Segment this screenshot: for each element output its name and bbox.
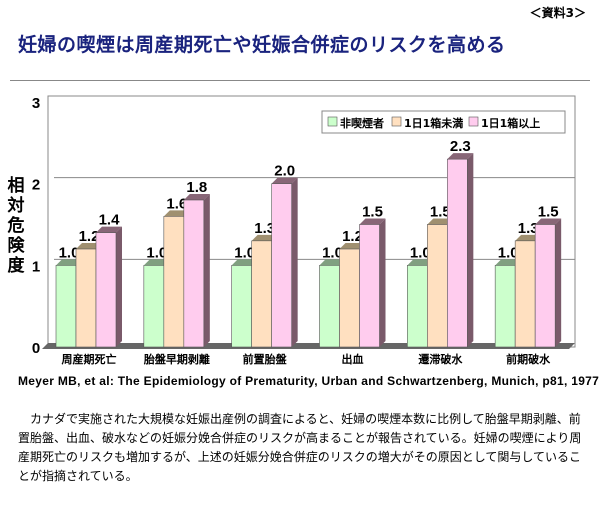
bar-side <box>203 194 210 347</box>
bar-top <box>447 153 474 160</box>
bar-top <box>163 210 190 217</box>
bar-side <box>379 218 386 347</box>
bar-side <box>467 153 474 347</box>
bar-top <box>319 259 346 266</box>
legend-swatch <box>391 116 402 127</box>
x-tick-label: 出血 <box>342 352 364 366</box>
bar <box>55 265 77 348</box>
data-label: 1.4 <box>99 212 121 229</box>
data-label: 1.3 <box>518 220 539 237</box>
plot-area <box>47 95 576 348</box>
bar-top <box>96 226 122 233</box>
data-label: 1.0 <box>498 244 519 261</box>
reference-label: ＜資料3＞ <box>529 6 586 20</box>
bar <box>339 248 360 348</box>
data-label: 1.2 <box>79 228 100 245</box>
bar <box>494 265 516 348</box>
bar-top <box>56 259 82 266</box>
bar-top <box>535 218 562 225</box>
bar <box>514 240 536 348</box>
bar-top <box>143 259 170 266</box>
y-tick-label: 2 <box>32 177 40 194</box>
bar-side <box>555 218 562 347</box>
legend-swatch <box>327 116 338 127</box>
bar <box>231 265 252 348</box>
bar <box>183 199 205 348</box>
bar <box>143 265 165 348</box>
data-label: 1.3 <box>254 220 275 237</box>
source-citation: Meyer MB, et al: The Epidemiology of Pre… <box>18 374 600 388</box>
y-axis-label: 相対危険度 <box>7 176 25 276</box>
x-tick-label: 前期破水 <box>506 352 551 366</box>
legend <box>321 110 566 134</box>
data-label: 1.8 <box>186 179 207 196</box>
x-tick-label: 胎盤早期剥離 <box>143 352 210 366</box>
divider <box>10 80 590 81</box>
bar <box>534 224 556 348</box>
bar-top <box>183 194 210 200</box>
bar-top <box>359 218 386 225</box>
bar <box>427 224 448 348</box>
bar-top <box>407 259 434 266</box>
data-label: 1.2 <box>342 228 363 245</box>
data-label: 1.0 <box>146 244 167 261</box>
data-label: 1.0 <box>59 244 80 261</box>
legend-label: 1日1箱未満 <box>404 116 463 130</box>
x-tick-label: 周産期死亡 <box>62 352 117 366</box>
data-label: 2.0 <box>274 163 295 180</box>
bar-side <box>116 226 122 347</box>
data-label: 1.5 <box>362 204 383 221</box>
bar-chart: 01231.01.21.4周産期死亡1.01.61.8胎盤早期剥離1.01.32… <box>32 95 576 366</box>
data-label: 1.5 <box>430 204 451 221</box>
bar <box>251 240 272 348</box>
legend-label: 非喫煙者 <box>340 116 384 130</box>
bar-top <box>339 243 366 249</box>
bar-top <box>251 234 278 241</box>
body-text: カナダで実施された大規模な妊娠出産例の調査によると、妊婦の喫煙本数に比例して胎盤… <box>18 412 582 483</box>
data-label: 2.3 <box>450 138 471 155</box>
data-label: 1.5 <box>538 204 559 221</box>
data-label: 1.0 <box>410 244 431 261</box>
y-tick-label: 0 <box>32 340 40 357</box>
bar-top <box>515 234 542 241</box>
x-tick-label: 前置胎盤 <box>243 352 288 366</box>
legend-swatch <box>468 116 479 127</box>
bar <box>95 232 117 348</box>
bar <box>359 224 380 348</box>
page-title: 妊婦の喫煙は周産期死亡や妊娠合併症のリスクを高める <box>18 34 506 56</box>
bar-top <box>427 218 454 225</box>
data-label: 1.0 <box>322 244 343 261</box>
bar <box>75 248 97 348</box>
bar <box>163 216 185 348</box>
legend-label: 1日1箱以上 <box>481 116 540 130</box>
bar <box>407 265 428 348</box>
data-label: 1.0 <box>234 244 255 261</box>
bar-side <box>291 177 298 347</box>
bar-top <box>271 177 298 184</box>
bar-top <box>76 243 102 249</box>
bar-top <box>495 259 522 266</box>
bar <box>271 183 292 348</box>
data-label: 1.6 <box>166 195 187 212</box>
bar-top <box>231 259 258 266</box>
x-tick-label: 遷滞破水 <box>418 352 463 366</box>
bar <box>319 265 340 348</box>
bar <box>447 158 468 348</box>
y-tick-label: 1 <box>32 258 40 275</box>
y-tick-label: 3 <box>32 95 40 112</box>
